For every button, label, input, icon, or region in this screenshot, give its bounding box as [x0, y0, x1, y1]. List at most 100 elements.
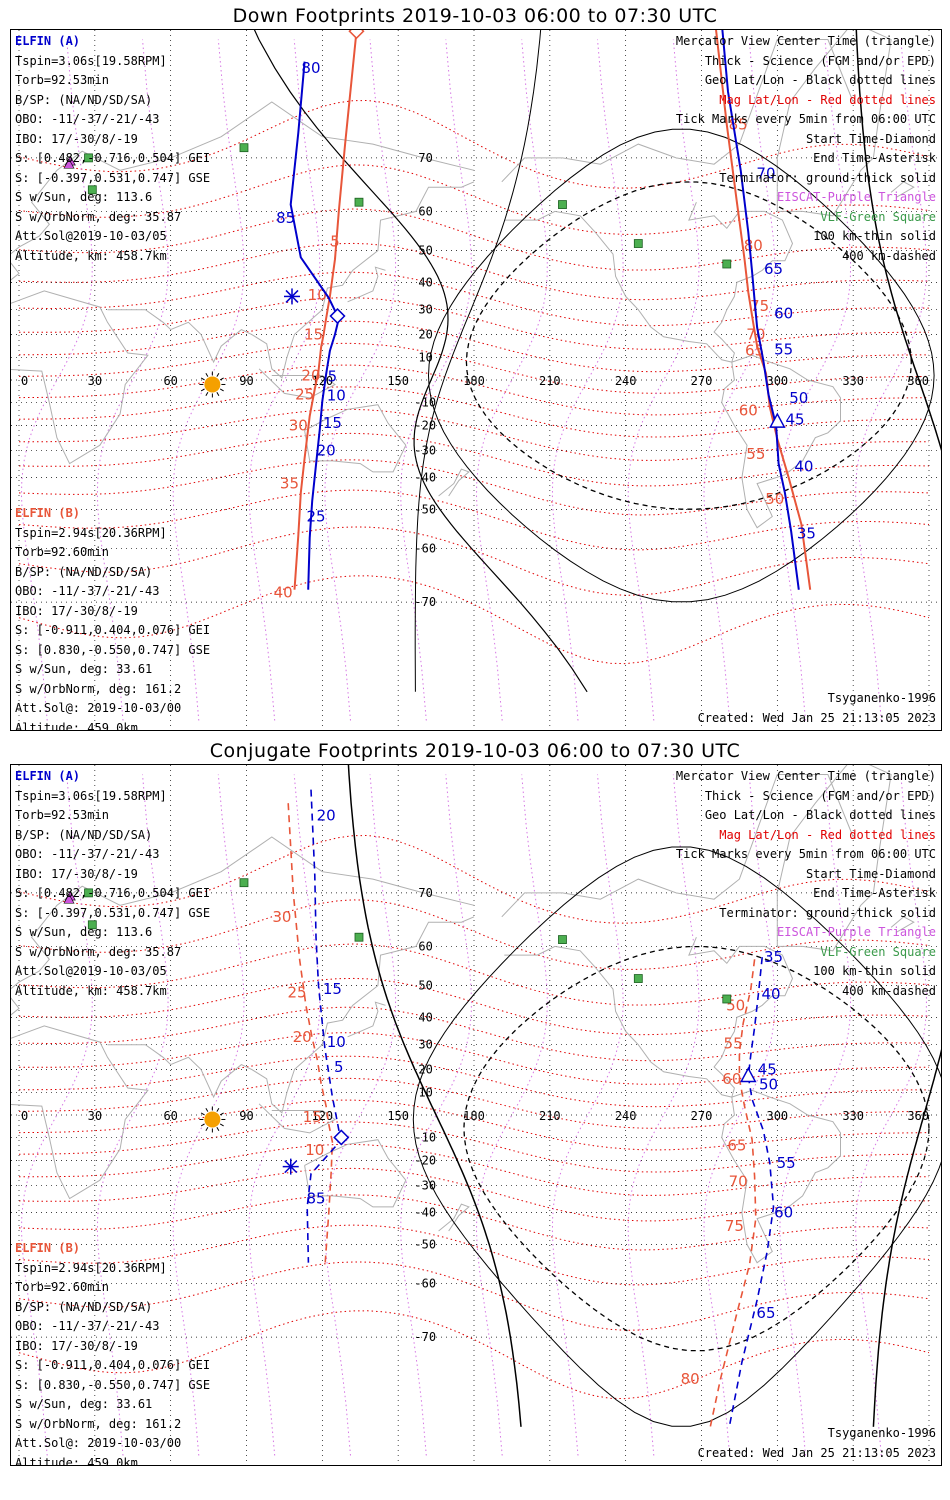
elfin-b-info: ELFIN (B) Tspin=2.94s[20.36RPM] Torb=92.6…: [15, 1239, 211, 1465]
map-panel-down[interactable]: 0 30 60 90 120 150 180 210 240 270 300 330 360 70 60 50…: [10, 29, 942, 731]
coastline: [258, 1103, 336, 1134]
legend-entry: VLF-Green Square: [820, 944, 936, 959]
tick-mark-label: 60: [722, 1070, 741, 1088]
text-line: Torb=92.53min: [15, 808, 109, 822]
text-line: S w/Sun, deg: 113.6: [15, 190, 153, 204]
asterisk-stroke: [284, 1160, 298, 1174]
legend-entry: Start Time-Diamond: [805, 866, 936, 881]
coastline: [304, 1139, 407, 1208]
tick-mark-label: 60: [739, 401, 758, 419]
text-line: Altitude: 459.0km: [15, 720, 138, 731]
map-canvas-conjugate: 0 30 60 90 120 150 180 210 240 270 300 330 360706050…: [11, 765, 941, 1465]
lon-tick-label: 360: [907, 1109, 929, 1123]
elfin-b-info: ELFIN (B) Tspin=2.94s[20.36RPM] Torb=92.6…: [15, 504, 210, 731]
legend-entry: Mag Lat/Lon - Red dotted lines: [719, 92, 936, 107]
text-line: B/SP: (NA/ND/SD/SA): [15, 564, 153, 579]
terminator: [253, 30, 941, 693]
ring-100km: [412, 846, 941, 1427]
lon-tick-label: 240: [615, 374, 637, 388]
vlf-square: [633, 974, 643, 983]
text-line: Altitude, km: 458.7km: [15, 248, 167, 263]
legend-entry: EISCAT-Purple Triangle: [777, 190, 936, 204]
coastlines: [11, 30, 915, 529]
text-line: S: [0.830,-0.550,0.747] GSE: [15, 1377, 211, 1392]
coastline: [438, 1203, 470, 1232]
ring-100km: [427, 128, 935, 603]
sun-ray: [205, 372, 209, 377]
start-diamond: [333, 1129, 350, 1146]
coastline: [776, 765, 892, 952]
tick-mark-label: 75: [725, 1217, 744, 1235]
map-panel-conjugate[interactable]: 0 30 60 90 120 150 180 210 240 270 300 330 360 70 60 50…: [10, 764, 942, 1466]
tick-mark-label: 50: [765, 490, 784, 508]
lat-tick-label: -60: [414, 1277, 436, 1291]
text-line: Att.Sol@: 2019-10-03/00: [15, 701, 182, 715]
text-line: IBO: 17/-30/8/-19: [15, 866, 138, 881]
legend-entry: 100 km-thin solid: [813, 964, 936, 978]
mag-lat-line: [18, 1310, 930, 1400]
legend-entry: Thick - Science (FGM and/or EPD): [704, 788, 936, 803]
sun-ray: [219, 388, 224, 392]
lat-tick-label: 30: [418, 303, 432, 317]
lat-tick-label: -30: [414, 443, 436, 457]
sun-disc: [204, 1111, 221, 1128]
legend-entry: 400 km-dashed: [842, 983, 936, 998]
elfin-a-info: ELFIN (A) Tspin=3.06s[19.58RPM] Torb=92.5…: [15, 32, 210, 266]
sun-ray: [216, 1127, 220, 1131]
footprint-tracks: 4035302520151055101520258580505560657075…: [274, 30, 816, 602]
lat-tick-label: 70: [418, 886, 432, 900]
tick-mark-label: 80: [301, 59, 320, 77]
lat-tick-label: -50: [414, 502, 436, 516]
tick-mark-label: 35: [280, 475, 299, 493]
vlf-square: [558, 935, 567, 944]
elfin-b-lines: Tspin=2.94s[20.36RPM] Torb=92.60min B/SP: …: [15, 524, 210, 731]
text-line: B/SP: (NA/ND/SD/SA): [15, 1299, 153, 1314]
text-line: Torb=92.60min: [15, 545, 109, 559]
tick-mark-label: 50: [759, 1076, 778, 1094]
elfin-a-lines: Tspin=3.06s[19.58RPM] Torb=92.53min B/SP: …: [15, 787, 210, 1002]
ring-400km: [465, 181, 912, 510]
lon-tick-label: 270: [691, 374, 713, 388]
tick-mark-label: 60: [774, 305, 793, 323]
legend-entry: End Time-Asterisk: [813, 151, 936, 165]
coastline: [890, 916, 915, 933]
coastline: [890, 181, 915, 198]
lat-tick-label: -70: [414, 1330, 436, 1344]
terminator-line: [872, 1049, 941, 1427]
lat-tick-label: 10: [418, 351, 432, 365]
coastlines: [11, 765, 915, 1264]
track-elfin-a: [289, 61, 340, 590]
tick-mark-label: 15: [303, 1108, 322, 1126]
text-line: Torb=92.53min: [15, 73, 109, 87]
footer-text: Tsyganenko-1996 Created: Wed Jan 25 21:13…: [698, 689, 936, 728]
coastline: [347, 1001, 386, 1038]
legend-entry: Terminator: ground-thick solid: [719, 170, 936, 185]
terminator-line: [253, 30, 588, 693]
tick-mark-label: 55: [746, 445, 765, 463]
mag-lat-line: [18, 1167, 930, 1222]
eiscat-triangle: [63, 158, 75, 169]
tick-mark-label: 40: [274, 584, 293, 602]
track-elfin-a: [721, 30, 800, 590]
text-line: Tsyganenko-1996: [827, 691, 936, 705]
lon-tick-label: 90: [239, 1109, 253, 1123]
vlf-square: [354, 197, 364, 207]
coastline: [721, 354, 841, 529]
vlf-square: [722, 994, 732, 1004]
lat-tick-label: -40: [414, 471, 436, 485]
legend-entry: 400 km-dashed: [842, 248, 936, 263]
text-line: OBO: -11/-37/-21/-43: [15, 584, 160, 598]
coastline: [347, 266, 386, 303]
mag-lat-line: [18, 834, 930, 924]
tick-mark-label: 15: [323, 980, 342, 998]
coastline: [107, 181, 475, 379]
lat-tick-label: 50: [418, 979, 432, 993]
lon-tick-label: 150: [387, 1109, 409, 1123]
elfin-a-header: ELFIN (A): [15, 769, 81, 783]
sun-ray: [216, 1107, 220, 1112]
tick-mark-label: 30: [272, 908, 291, 926]
lat-tick-label: -70: [414, 595, 436, 609]
text-line: S w/OrbNorm, deg: 35.87: [15, 209, 182, 224]
lon-tick-label: 210: [539, 1109, 561, 1123]
vlf-square: [84, 153, 93, 163]
